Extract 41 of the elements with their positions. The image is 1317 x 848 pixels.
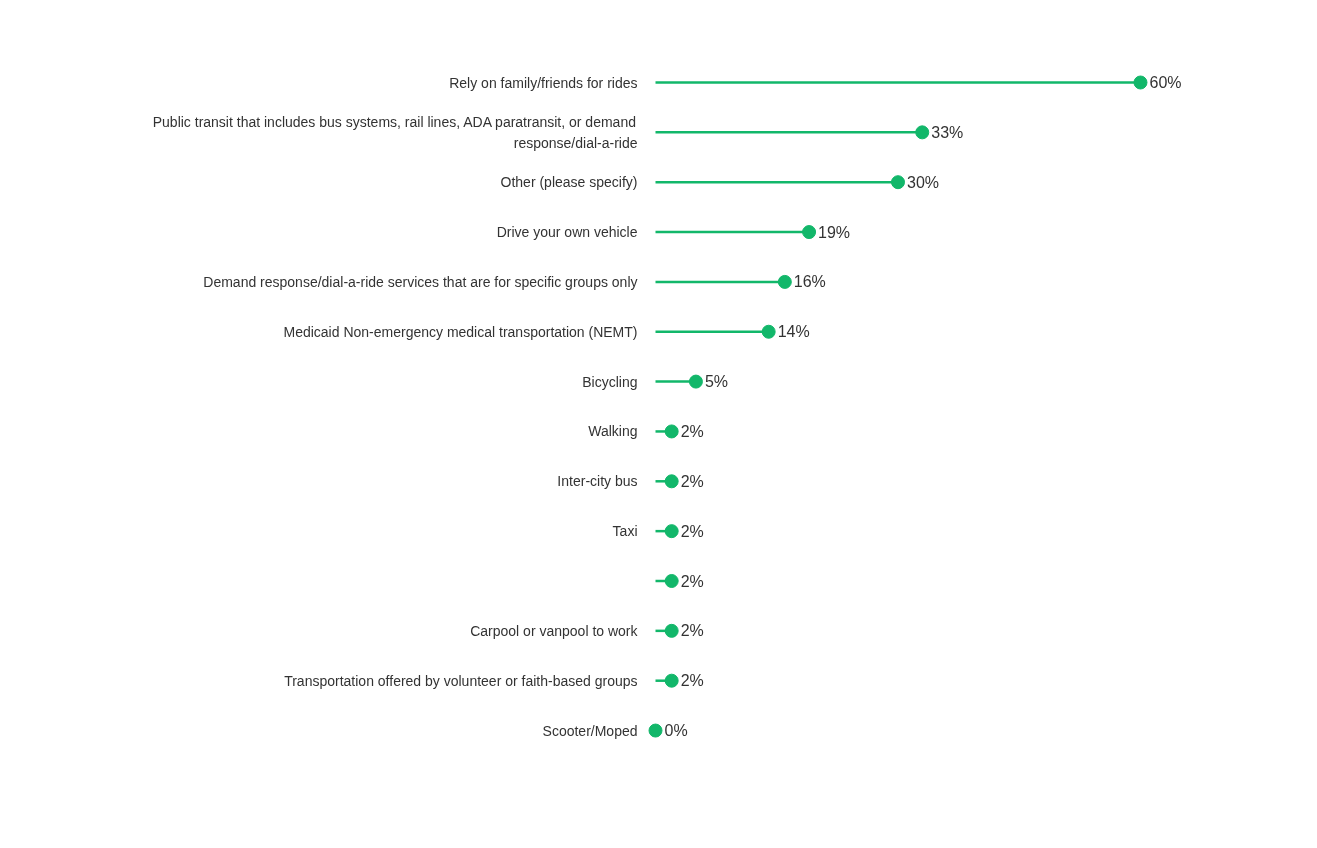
- data-label: 33%: [931, 123, 964, 141]
- y-tick-label: Taxi: [612, 523, 638, 540]
- data-label: 2%: [680, 572, 704, 590]
- point: [688, 374, 703, 389]
- y-tick-label: Transportation offered by volunteer or faith-based groups: [284, 672, 638, 689]
- data-label: 14%: [777, 323, 810, 341]
- point: [802, 225, 817, 240]
- y-tick-label: Carpool or vanpool to work: [470, 622, 639, 639]
- data-label: 16%: [793, 273, 826, 291]
- point: [664, 574, 679, 588]
- point: [1133, 75, 1148, 90]
- point: [777, 274, 792, 289]
- y-tick-label: Medicaid Non-emergency medical transportation (NEMT): [283, 323, 638, 340]
- point: [664, 424, 679, 439]
- data-label: 2%: [680, 672, 704, 690]
- y-tick-label: Inter-city bus: [557, 473, 638, 490]
- y-tick-label: Drive your own vehicle: [496, 224, 638, 241]
- y-tick-label: Demand response/dial-a-ride services that are for specific groups only: [203, 273, 638, 290]
- data-label: 60%: [1149, 74, 1182, 91]
- y-tick-label: Scooter/Moped: [542, 722, 638, 739]
- y-tick-label: Walking: [588, 423, 638, 440]
- point: [664, 474, 679, 489]
- data-label: 2%: [680, 422, 704, 440]
- data-label: 2%: [680, 472, 704, 490]
- data-label: 19%: [818, 223, 851, 241]
- y-tick-label: Other (please specify): [500, 174, 638, 191]
- point: [915, 125, 930, 140]
- data-label: 0%: [664, 722, 688, 740]
- data-label: 2%: [680, 522, 704, 540]
- y-tick-label: Public transit that includes bus systems, rail lines, ADA paratransit, or demand response/dial-a-ride: [152, 113, 638, 151]
- y-tick-label: Bicycling: [582, 373, 638, 390]
- y-tick-label: Rely on family/friends for rides: [449, 74, 638, 91]
- data-label: 5%: [704, 373, 729, 391]
- point: [664, 623, 679, 638]
- point: [664, 673, 679, 688]
- point: [890, 175, 905, 190]
- point: [664, 524, 679, 539]
- point: [648, 723, 663, 738]
- point: [761, 324, 776, 339]
- data-label: 30%: [906, 173, 940, 191]
- data-label: 2%: [680, 622, 704, 640]
